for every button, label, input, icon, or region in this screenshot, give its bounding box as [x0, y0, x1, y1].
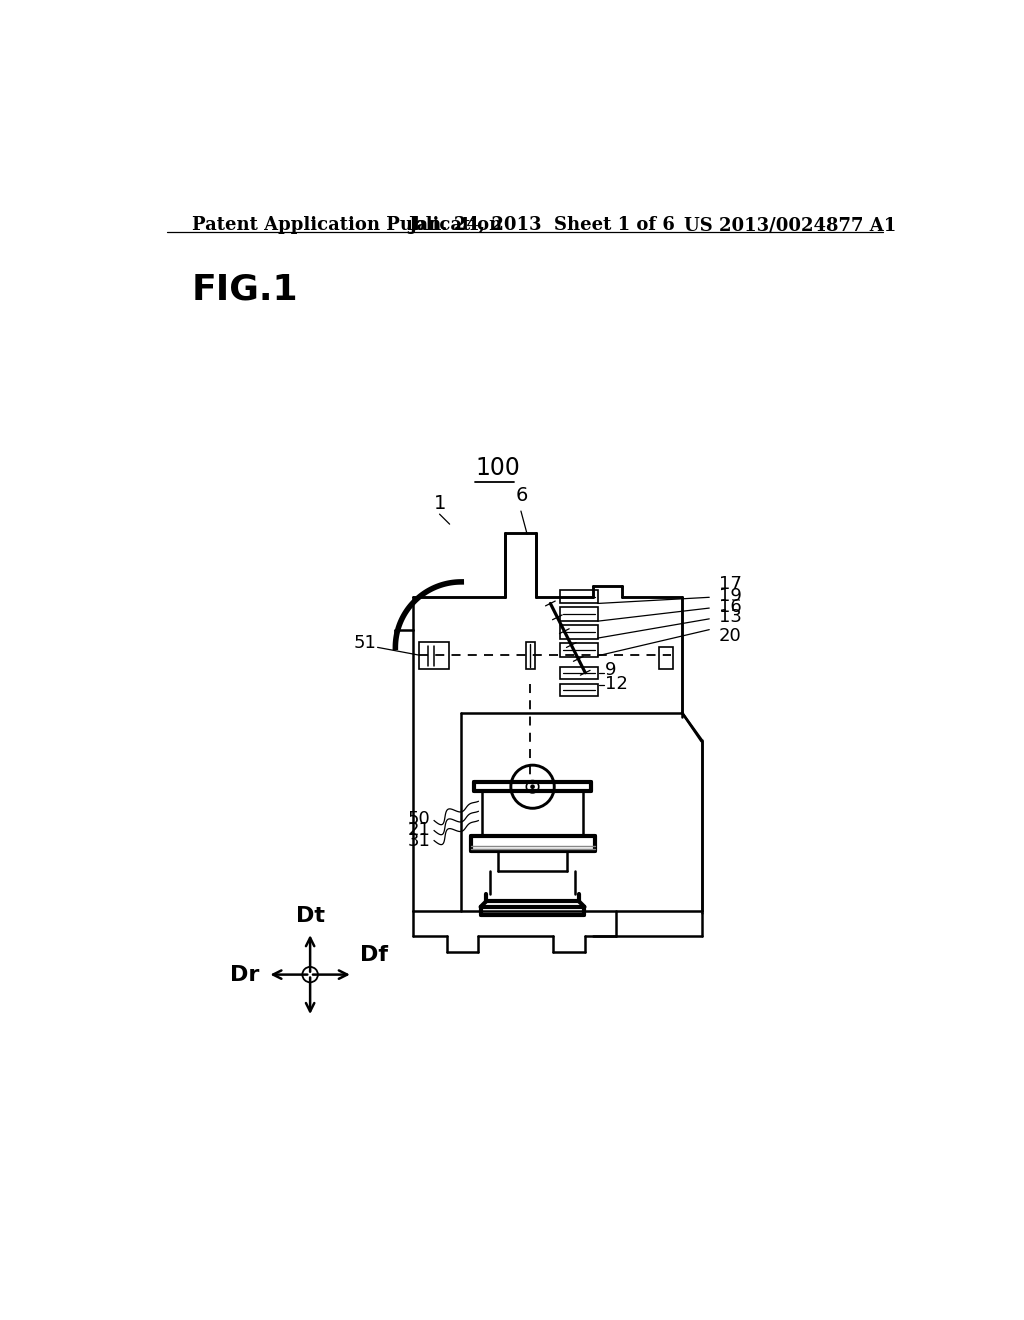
Bar [420, 642, 449, 669]
Text: 13: 13 [719, 609, 741, 626]
Text: 19: 19 [719, 587, 741, 605]
Text: Df: Df [360, 945, 388, 965]
Bar [560, 684, 598, 696]
Bar [560, 590, 598, 603]
Text: 17: 17 [719, 576, 741, 593]
Text: Jan. 24, 2013  Sheet 1 of 6: Jan. 24, 2013 Sheet 1 of 6 [409, 216, 676, 234]
Text: US 2013/0024877 A1: US 2013/0024877 A1 [684, 216, 897, 234]
Text: 51: 51 [353, 635, 376, 652]
Text: 12: 12 [604, 675, 628, 693]
Text: 16: 16 [719, 598, 741, 615]
Bar [560, 607, 598, 622]
Text: Dt: Dt [296, 906, 325, 927]
Text: 20: 20 [719, 627, 741, 644]
Text: Patent Application Publication: Patent Application Publication [191, 216, 502, 234]
Text: FIG.1: FIG.1 [191, 272, 298, 306]
Text: 9: 9 [604, 661, 616, 680]
Circle shape [530, 784, 535, 789]
Text: Dr: Dr [230, 965, 260, 985]
Text: 50: 50 [408, 810, 430, 828]
Text: 21: 21 [408, 821, 430, 838]
Bar [560, 626, 598, 639]
Text: 31: 31 [408, 832, 430, 850]
Bar [560, 643, 598, 656]
Text: 1: 1 [434, 494, 446, 512]
Bar [560, 667, 598, 678]
Text: 6: 6 [515, 486, 528, 506]
Bar [525, 642, 535, 669]
Text: 100: 100 [475, 457, 520, 480]
Bar [658, 647, 673, 669]
